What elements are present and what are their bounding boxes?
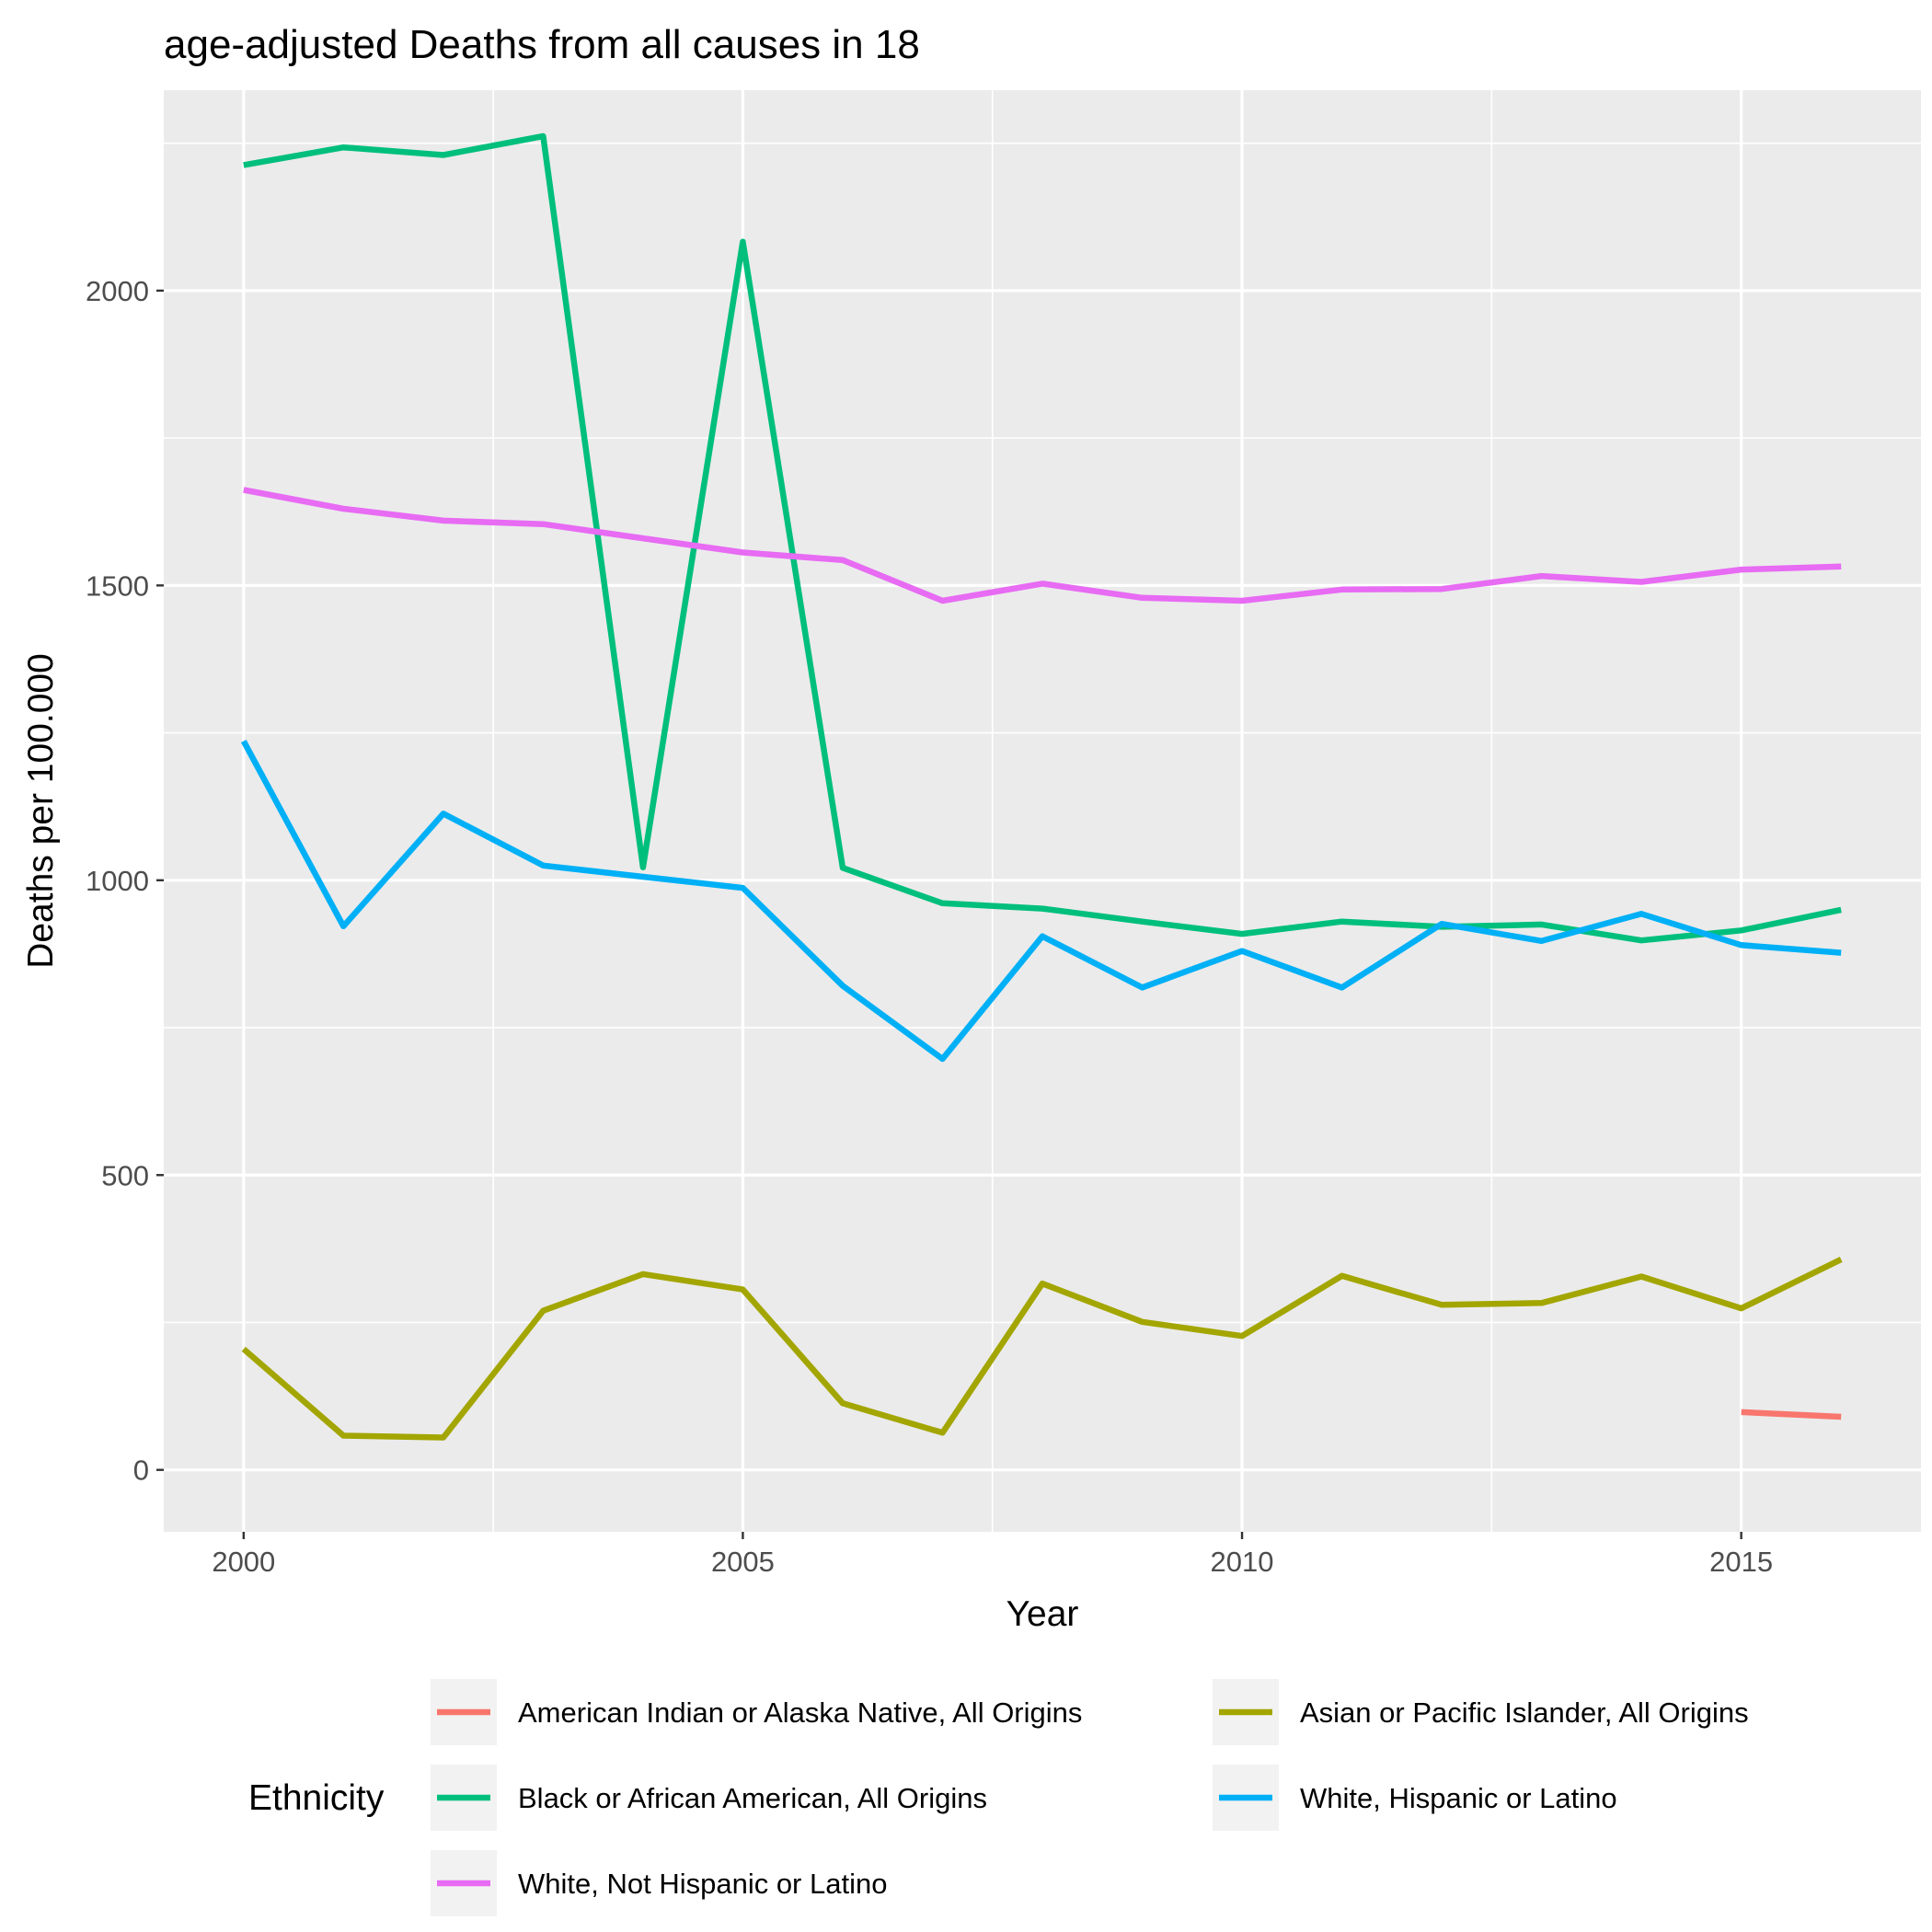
y-tick-label: 1500 — [86, 569, 149, 602]
plot-panel — [164, 90, 1921, 1532]
legend-label: White, Hispanic or Latino — [1300, 1782, 1617, 1814]
x-tick-label: 2015 — [1709, 1546, 1773, 1578]
series-lines — [240, 132, 1843, 1441]
x-tick-label: 2010 — [1211, 1546, 1274, 1578]
major-gridlines — [164, 90, 1921, 1532]
x-tick-label: 2005 — [711, 1546, 775, 1578]
series-line — [243, 487, 1842, 604]
legend-items: American Indian or Alaska Native, All Or… — [431, 1679, 1749, 1916]
legend-label: American Indian or Alaska Native, All Or… — [518, 1696, 1082, 1729]
minor-gridlines — [164, 90, 1921, 1532]
y-tick-label: 0 — [133, 1455, 149, 1487]
y-tick-label: 2000 — [86, 275, 149, 307]
legend: Ethnicity American Indian or Alaska Nati… — [248, 1679, 1749, 1916]
legend-label: Black or African American, All Origins — [518, 1782, 987, 1814]
x-axis-title: Year — [1006, 1594, 1079, 1634]
series-line — [1741, 1409, 1842, 1420]
x-tick-label: 2000 — [212, 1546, 275, 1578]
x-axis: 2000 2005 2010 2015 — [212, 1532, 1773, 1578]
y-tick-label: 1000 — [86, 865, 149, 897]
y-axis: 0 500 1000 1500 2000 — [86, 275, 164, 1487]
y-axis-title: Deaths per 100.000 — [21, 653, 61, 969]
legend-label: White, Not Hispanic or Latino — [518, 1868, 887, 1900]
series-line — [240, 740, 1842, 1063]
legend-title: Ethnicity — [248, 1778, 385, 1818]
chart-title: age-adjusted Deaths from all causes in 1… — [164, 22, 920, 67]
legend-label: Asian or Pacific Islander, All Origins — [1300, 1696, 1749, 1729]
series-line — [241, 1256, 1843, 1441]
y-tick-label: 500 — [101, 1159, 149, 1191]
